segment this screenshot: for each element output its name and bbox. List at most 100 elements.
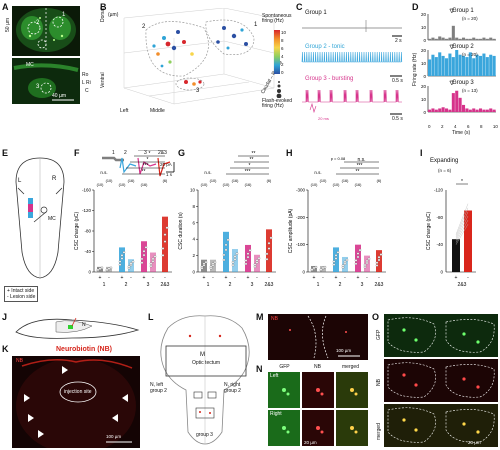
significance-label: * bbox=[249, 163, 251, 169]
n-label: (6) bbox=[163, 179, 168, 183]
spike-traces bbox=[301, 20, 403, 115]
histogram-bar bbox=[448, 109, 452, 112]
histogram-bar bbox=[465, 38, 469, 40]
d-xlabel: Time (s) bbox=[452, 130, 471, 136]
n-label: (16) bbox=[232, 179, 239, 183]
data-point bbox=[253, 265, 257, 269]
data-point bbox=[224, 243, 228, 247]
histogram-bar bbox=[468, 109, 472, 112]
data-point bbox=[149, 262, 153, 265]
scatter-point bbox=[160, 64, 164, 68]
fish-schematic bbox=[15, 317, 140, 339]
histogram-bar bbox=[489, 108, 493, 112]
p-value-label: p = 0.08 bbox=[331, 156, 346, 161]
ytick: -160 bbox=[82, 188, 92, 193]
scatter-point bbox=[176, 30, 180, 34]
group-label: 1 bbox=[103, 282, 106, 288]
histogram-bar bbox=[441, 37, 445, 40]
data-point bbox=[332, 260, 336, 263]
trace-label-1: 1 bbox=[112, 150, 115, 156]
data-point bbox=[334, 257, 338, 260]
data-point bbox=[98, 267, 102, 270]
data-point bbox=[231, 260, 235, 264]
data-point bbox=[149, 264, 153, 268]
n-row-left: Left bbox=[270, 373, 279, 379]
data-point bbox=[365, 259, 369, 263]
dorsal-label: Dorsal bbox=[100, 7, 106, 22]
data-point bbox=[343, 260, 347, 264]
significance-label: * bbox=[147, 157, 149, 163]
group-label: 3 bbox=[147, 282, 150, 288]
bar bbox=[266, 229, 272, 272]
histogram-bar bbox=[451, 93, 455, 112]
side-label: - bbox=[344, 275, 346, 281]
histogram-bar bbox=[492, 109, 496, 112]
n-label: (10) bbox=[333, 183, 340, 187]
histogram-bar bbox=[445, 108, 449, 112]
i-n: (n = 6) bbox=[438, 168, 452, 173]
side-label: + bbox=[225, 275, 228, 281]
d-n2: (n = 20) bbox=[462, 52, 478, 57]
data-point bbox=[244, 262, 248, 266]
scatter-point bbox=[231, 33, 237, 39]
group-label: 2&3 bbox=[375, 282, 384, 288]
data-point bbox=[142, 249, 146, 253]
l-m-label: M bbox=[200, 352, 205, 358]
data-point bbox=[122, 251, 126, 254]
data-point bbox=[127, 265, 131, 268]
side-label: - bbox=[256, 275, 258, 281]
bar bbox=[452, 239, 460, 272]
data-point bbox=[379, 253, 383, 256]
data-point bbox=[375, 261, 379, 264]
ytick: -200 bbox=[296, 215, 306, 220]
scatter-point bbox=[168, 60, 172, 64]
ytick: -120 bbox=[82, 208, 92, 213]
panel-g-label: G bbox=[178, 148, 186, 158]
e-mc-label: MC bbox=[48, 216, 56, 222]
ytick: -80 bbox=[84, 229, 91, 234]
n-col-headers: GFP NB merged bbox=[279, 364, 359, 370]
firing-rate-histograms: 20 10 0 20 10 0 20 10 0 bbox=[421, 8, 496, 115]
histogram-bar bbox=[434, 109, 438, 112]
ytick: 8 bbox=[192, 204, 195, 209]
data-point bbox=[246, 252, 250, 255]
significance-label: * bbox=[461, 179, 463, 185]
histogram-bar bbox=[458, 38, 462, 40]
scatter-point bbox=[162, 36, 166, 40]
e-left-label: L bbox=[18, 178, 22, 184]
data-point bbox=[161, 247, 165, 250]
side-label: - bbox=[108, 275, 110, 281]
panel-m-label: M bbox=[256, 312, 264, 322]
side-label: + bbox=[143, 275, 146, 281]
bar bbox=[223, 231, 229, 272]
middle-label: Middle bbox=[150, 108, 165, 114]
histogram-bar bbox=[455, 37, 459, 40]
data-point bbox=[129, 262, 133, 265]
scatter-point bbox=[216, 40, 220, 44]
cluster-3-label: 3 bbox=[196, 88, 200, 94]
d-g2: Group 2 bbox=[452, 44, 474, 50]
side-label: - bbox=[130, 275, 132, 281]
n-label: (6) bbox=[267, 179, 272, 183]
ylabel: CSC charge (pC) bbox=[74, 212, 80, 251]
dir-left-right: L Ri bbox=[82, 80, 91, 86]
n-left-label: N, left group 2 bbox=[150, 382, 167, 394]
tonic-trace bbox=[301, 51, 403, 63]
trace-label-3: 3 bbox=[144, 150, 147, 156]
n-image-cell bbox=[336, 372, 368, 408]
ytick: 6 bbox=[192, 220, 195, 225]
bar bbox=[355, 244, 361, 272]
histogram-bar bbox=[431, 108, 435, 112]
data-point bbox=[265, 257, 269, 261]
histogram-bar bbox=[428, 38, 432, 40]
ylabel: CSC charge (pC) bbox=[426, 212, 432, 251]
dir-caudal: C bbox=[85, 88, 89, 94]
data-point bbox=[310, 268, 314, 271]
scatter-point bbox=[190, 52, 194, 56]
data-point bbox=[163, 233, 167, 236]
n-label: (16) bbox=[128, 179, 135, 183]
group-2-marker: 2 bbox=[36, 20, 40, 26]
significance-label: ** bbox=[252, 151, 256, 157]
panel-b-label: B bbox=[100, 2, 107, 12]
